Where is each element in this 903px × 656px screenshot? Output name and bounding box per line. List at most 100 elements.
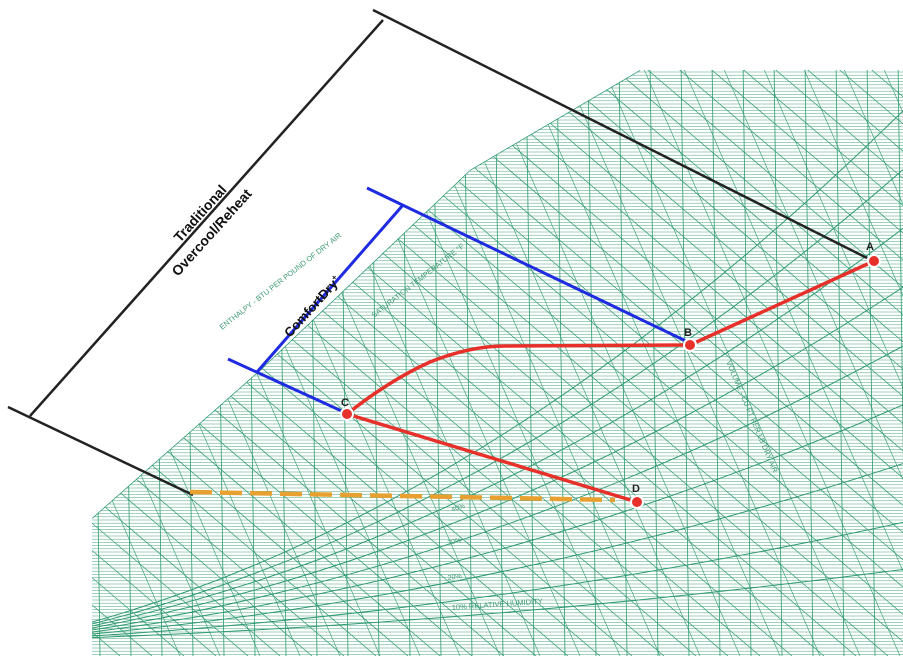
dry-bulb-line — [494, 70, 504, 656]
enthalpy-line — [507, 70, 903, 656]
comfortdry-bottom-line — [227, 357, 347, 415]
enthalpy-line — [92, 70, 121, 656]
process-a-to-b — [689, 259, 875, 347]
dry-bulb-line — [308, 70, 318, 656]
enthalpy-line — [92, 70, 281, 656]
dry-bulb-line — [556, 70, 566, 656]
dry-bulb-line — [804, 70, 814, 656]
enthalpy-line — [92, 70, 473, 656]
point-a-marker — [867, 254, 881, 268]
volume-line — [759, 70, 903, 656]
point-a: A — [866, 241, 881, 268]
enthalpy-line — [635, 70, 903, 656]
dry-bulb-line — [835, 70, 845, 656]
dry-bulb-line — [866, 70, 876, 656]
point-b-label: B — [684, 327, 692, 339]
enthalpy-line — [379, 70, 903, 656]
relative-humidity-curve — [92, 228, 903, 627]
volume-line — [719, 70, 903, 656]
enthalpy-line — [475, 70, 903, 656]
enthalpy-line — [571, 70, 903, 656]
enthalpy-line — [699, 70, 903, 656]
comfortdry-bracket — [227, 186, 691, 415]
enthalpy-line — [92, 70, 249, 656]
volume-line — [599, 70, 861, 656]
enthalpy-line — [92, 70, 377, 656]
comfortdry-main-line — [255, 204, 405, 373]
dry-bulb-line — [401, 70, 411, 656]
process-b-to-c — [345, 343, 691, 416]
volume-line — [799, 70, 903, 656]
volume-line — [479, 70, 741, 656]
dehumidified-dashed-line — [189, 489, 616, 503]
traditional-bottom-line — [7, 405, 194, 497]
process-c-to-d — [346, 412, 638, 504]
point-b: B — [683, 327, 697, 352]
dry-bulb-line — [92, 70, 101, 656]
enthalpy-line — [763, 70, 903, 656]
point-c-marker — [340, 407, 354, 421]
enthalpy-line — [603, 70, 903, 656]
enthalpy-line — [411, 70, 903, 656]
enthalpy-line — [92, 70, 217, 656]
dry-bulb-line — [742, 70, 752, 656]
volume-line — [679, 70, 903, 656]
enthalpy-line — [187, 70, 889, 656]
enthalpy-line — [731, 70, 903, 656]
point-c-label: C — [341, 397, 349, 409]
volume-line — [839, 70, 903, 656]
point-d-label: D — [632, 483, 640, 495]
enthalpy-line — [92, 70, 409, 656]
point-d-marker — [630, 495, 644, 509]
dry-bulb-line — [215, 70, 225, 656]
point-c: C — [340, 397, 354, 421]
point-d: D — [630, 483, 644, 509]
volume-line — [92, 70, 341, 656]
point-b-marker — [683, 338, 697, 352]
volume-line — [279, 70, 541, 656]
dry-bulb-line — [122, 70, 132, 656]
dry-bulb-line — [680, 70, 690, 656]
enthalpy-line — [92, 70, 153, 656]
rh30-label: 30% — [447, 537, 462, 547]
relative-humidity-curve — [92, 286, 903, 629]
relative-humidity-curve — [92, 463, 903, 635]
enthalpy-line — [92, 70, 633, 656]
volume-line — [159, 70, 421, 656]
enthalpy-line — [92, 70, 441, 656]
traditional-bracket — [7, 8, 868, 497]
comfortdry-top-line — [366, 186, 691, 345]
traditional-main-line — [29, 19, 384, 417]
enthalpy-line — [219, 70, 903, 656]
volume-line — [559, 70, 821, 656]
dry-bulb-line — [587, 70, 597, 656]
dry-bulb-line — [463, 70, 473, 656]
enthalpy-line — [667, 70, 903, 656]
volume-line — [92, 70, 181, 656]
saturation-label: SATURATION TEMPERATURE °F — [370, 241, 466, 319]
enthalpy-line — [92, 70, 665, 656]
dry-bulb-line — [618, 70, 628, 656]
relative-humidity-curve — [92, 404, 903, 633]
volume-line — [519, 70, 781, 656]
relative-humidity-curve — [92, 110, 903, 623]
enthalpy-line — [92, 70, 185, 656]
dry-bulb-line — [184, 70, 194, 656]
point-a-label: A — [866, 241, 874, 253]
comfortdry-label-text: ComfortDry — [281, 276, 341, 340]
enthalpy-line — [92, 70, 569, 656]
enthalpy-line — [92, 70, 345, 656]
volume-line — [92, 70, 221, 656]
volume-line — [319, 70, 581, 656]
volume-line — [639, 70, 901, 656]
relative-humidity-curve — [92, 568, 903, 639]
relative-humidity-curve — [92, 345, 903, 631]
rh20-label: 20% — [447, 573, 462, 582]
process-path — [345, 259, 875, 504]
relative-humidity-curve — [92, 521, 903, 637]
dry-bulb-line — [773, 70, 783, 656]
dry-bulb-line — [711, 70, 721, 656]
traditional-top-line — [372, 8, 868, 260]
